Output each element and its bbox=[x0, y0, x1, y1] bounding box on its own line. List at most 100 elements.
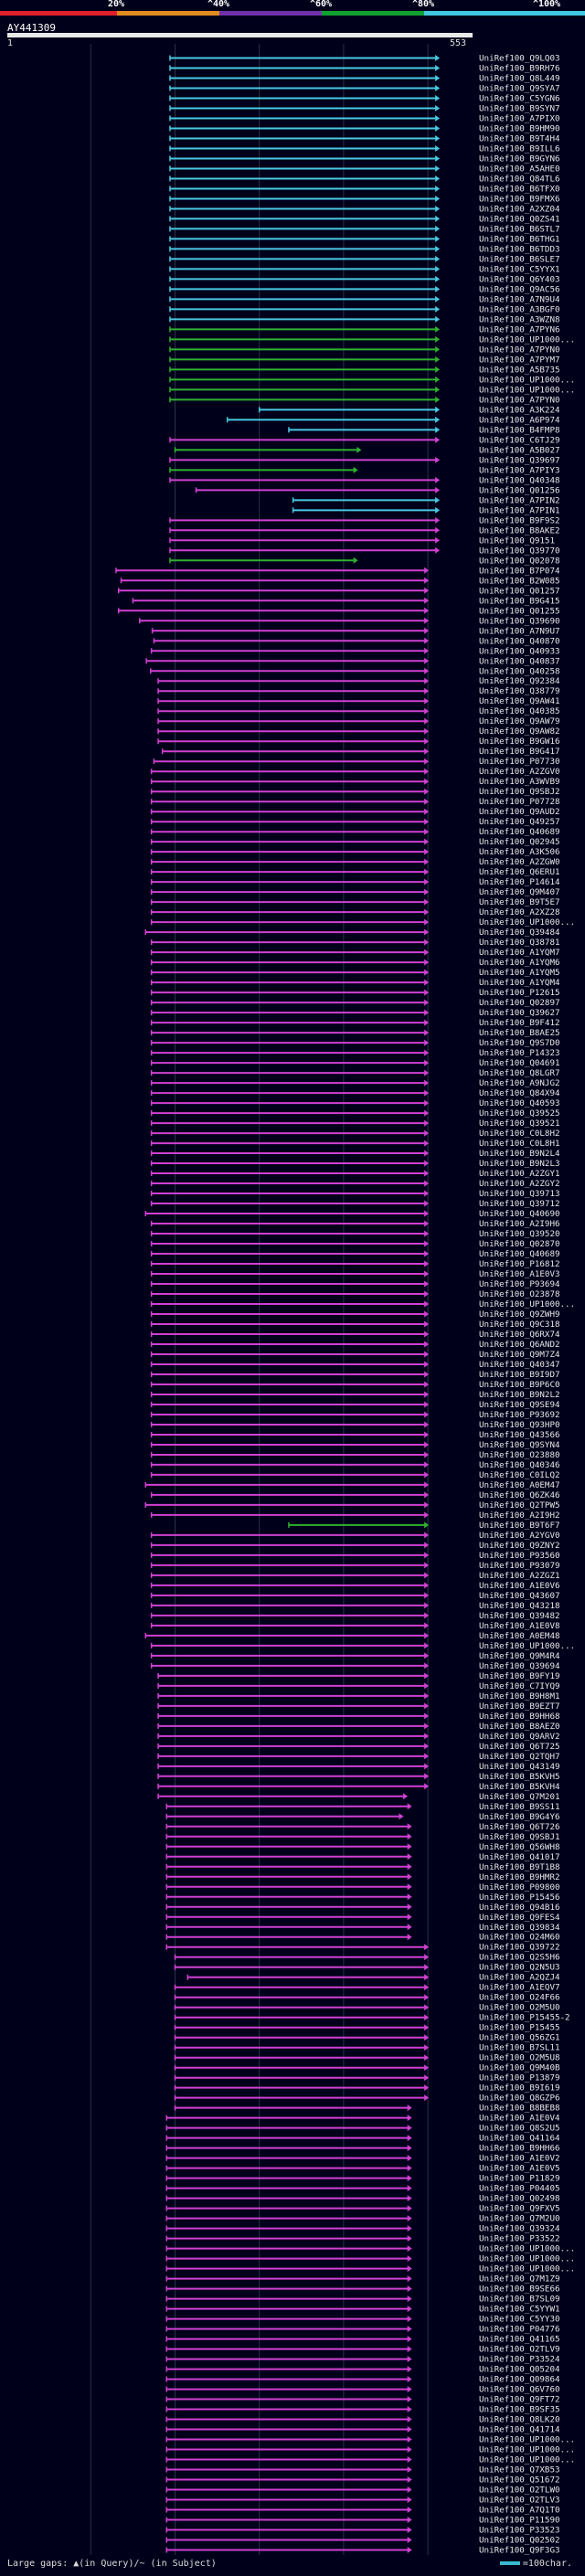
hit-row[interactable]: UniRef100_UP1000... bbox=[165, 2435, 575, 2445]
hit-row[interactable]: UniRef100_B9P6C0 bbox=[150, 1380, 560, 1390]
hit-row[interactable]: UniRef100_B6TDD3 bbox=[169, 244, 560, 254]
hit-row[interactable]: UniRef100_B7P074 bbox=[115, 566, 560, 576]
hit-row[interactable]: UniRef100_Q40347 bbox=[150, 1360, 560, 1370]
hit-label[interactable]: UniRef100_Q39324 bbox=[479, 2224, 560, 2234]
hit-row[interactable]: UniRef100_Q8S2U5 bbox=[165, 2124, 560, 2134]
hit-row[interactable]: UniRef100_C0L8H2 bbox=[150, 1129, 560, 1139]
hit-label[interactable]: UniRef100_UP1000... bbox=[479, 1299, 575, 1309]
hit-row[interactable]: UniRef100_Q7M201 bbox=[157, 1792, 560, 1802]
hit-label[interactable]: UniRef100_P13879 bbox=[479, 2073, 560, 2083]
hit-row[interactable]: UniRef100_A2ZGY1 bbox=[150, 1169, 560, 1179]
hit-row[interactable]: UniRef100_P93079 bbox=[150, 1561, 560, 1571]
hit-row[interactable]: UniRef100_B9T4H4 bbox=[169, 133, 560, 143]
hit-label[interactable]: UniRef100_Q84X94 bbox=[479, 1088, 560, 1098]
hit-label[interactable]: UniRef100_A7PYN0 bbox=[479, 395, 560, 405]
hit-label[interactable]: UniRef100_A2ZGY2 bbox=[479, 1179, 560, 1189]
hit-row[interactable]: UniRef100_Q8L449 bbox=[169, 73, 560, 83]
hit-label[interactable]: UniRef100_B6TFX0 bbox=[479, 184, 560, 194]
hit-label[interactable]: UniRef100_A7N9U4 bbox=[479, 294, 560, 304]
hit-row[interactable]: UniRef100_A3K506 bbox=[150, 847, 560, 857]
hit-label[interactable]: UniRef100_Q9ARV2 bbox=[479, 1732, 560, 1742]
hit-row[interactable]: UniRef100_Q9SYN4 bbox=[150, 1440, 560, 1450]
hit-label[interactable]: UniRef100_Q84TL6 bbox=[479, 174, 560, 184]
hit-label[interactable]: UniRef100_P04405 bbox=[479, 2184, 560, 2194]
hit-row[interactable]: UniRef100_B9H8M1 bbox=[157, 1691, 560, 1701]
hit-label[interactable]: UniRef100_P12615 bbox=[479, 988, 560, 998]
hit-label[interactable]: UniRef100_Q6AND2 bbox=[479, 1340, 560, 1350]
hit-row[interactable]: UniRef100_B9HH66 bbox=[165, 2144, 560, 2154]
hit-label[interactable]: UniRef100_Q2N5U3 bbox=[479, 1963, 560, 1973]
hit-label[interactable]: UniRef100_Q9FES4 bbox=[479, 1913, 560, 1923]
hit-row[interactable]: UniRef100_UP1000... bbox=[150, 1641, 575, 1651]
hit-label[interactable]: UniRef100_B9F412 bbox=[479, 1018, 560, 1028]
hit-label[interactable]: UniRef100_Q41165 bbox=[479, 2335, 560, 2345]
hit-label[interactable]: UniRef100_Q9AW82 bbox=[479, 726, 560, 737]
hit-label[interactable]: UniRef100_B9SS11 bbox=[479, 1802, 560, 1812]
hit-row[interactable]: UniRef100_O23880 bbox=[150, 1450, 560, 1460]
hit-row[interactable]: UniRef100_P33522 bbox=[165, 2234, 560, 2244]
hit-row[interactable]: UniRef100_UP1000... bbox=[165, 2244, 575, 2254]
hit-row[interactable]: UniRef100_Q9ARV2 bbox=[157, 1732, 560, 1742]
hit-row[interactable]: UniRef100_A1E0V2 bbox=[165, 2154, 560, 2164]
hit-label[interactable]: UniRef100_A2YGV0 bbox=[479, 1531, 560, 1541]
hit-row[interactable]: UniRef100_A3WZN8 bbox=[169, 314, 560, 324]
hit-row[interactable]: UniRef100_Q9SE94 bbox=[150, 1400, 560, 1410]
hit-row[interactable]: UniRef100_O2TLV9 bbox=[165, 2345, 560, 2355]
hit-row[interactable]: UniRef100_UP1000... bbox=[165, 2254, 575, 2264]
hit-label[interactable]: UniRef100_B9T6F7 bbox=[479, 1521, 560, 1531]
hit-label[interactable]: UniRef100_C0ILQ2 bbox=[479, 1470, 560, 1480]
hit-row[interactable]: UniRef100_B9HMR2 bbox=[165, 1872, 560, 1882]
hit-label[interactable]: UniRef100_P93692 bbox=[479, 1410, 560, 1420]
hit-label[interactable]: UniRef100_A3WVB9 bbox=[479, 777, 560, 787]
hit-row[interactable]: UniRef100_Q40933 bbox=[150, 646, 560, 656]
hit-row[interactable]: UniRef100_Q39690 bbox=[139, 616, 560, 626]
hit-row[interactable]: UniRef100_Q9LQ03 bbox=[169, 53, 560, 63]
hit-label[interactable]: UniRef100_Q8GZP6 bbox=[479, 2094, 560, 2104]
hit-row[interactable]: UniRef100_Q40689 bbox=[150, 827, 560, 837]
hit-label[interactable]: UniRef100_C5YYW1 bbox=[479, 2305, 560, 2315]
hit-label[interactable]: UniRef100_UP1000... bbox=[479, 2445, 575, 2455]
hit-row[interactable]: UniRef100_A7PYN6 bbox=[169, 324, 560, 334]
hit-label[interactable]: UniRef100_A2I9H6 bbox=[479, 1219, 560, 1229]
hit-row[interactable]: UniRef100_P16812 bbox=[150, 1259, 560, 1269]
hit-label[interactable]: UniRef100_Q9ZNY2 bbox=[479, 1541, 560, 1551]
hit-row[interactable]: UniRef100_Q39484 bbox=[144, 928, 560, 938]
hit-label[interactable]: UniRef100_P16812 bbox=[479, 1259, 560, 1269]
hit-row[interactable]: UniRef100_B9T6F7 bbox=[288, 1521, 560, 1531]
hit-row[interactable]: UniRef100_Q01256 bbox=[195, 485, 560, 495]
hit-label[interactable]: UniRef100_Q39770 bbox=[479, 546, 560, 556]
hit-row[interactable]: UniRef100_Q02945 bbox=[150, 837, 560, 847]
hit-row[interactable]: UniRef100_Q6Y403 bbox=[169, 274, 560, 284]
hit-row[interactable]: UniRef100_Q40348 bbox=[169, 475, 560, 485]
hit-label[interactable]: UniRef100_P33523 bbox=[479, 2526, 560, 2536]
hit-row[interactable]: UniRef100_C6TJ29 bbox=[169, 435, 560, 445]
hit-row[interactable]: UniRef100_B6SLE7 bbox=[169, 254, 560, 264]
hit-label[interactable]: UniRef100_B9EZT7 bbox=[479, 1701, 560, 1712]
hit-row[interactable]: UniRef100_Q49257 bbox=[150, 817, 560, 827]
hit-label[interactable]: UniRef100_Q2S5H6 bbox=[479, 1953, 560, 1963]
hit-label[interactable]: UniRef100_Q9M4R4 bbox=[479, 1651, 560, 1661]
hit-row[interactable]: UniRef100_A7PYN0 bbox=[169, 395, 560, 405]
hit-label[interactable]: UniRef100_UP1000... bbox=[479, 2455, 575, 2465]
hit-row[interactable]: UniRef100_B9N2L2 bbox=[150, 1390, 560, 1400]
hit-row[interactable]: UniRef100_A7PIX0 bbox=[169, 113, 560, 123]
hit-label[interactable]: UniRef100_Q56WH8 bbox=[479, 1842, 560, 1852]
hit-label[interactable]: UniRef100_Q43607 bbox=[479, 1591, 560, 1601]
hit-row[interactable]: UniRef100_A7N9U7 bbox=[151, 626, 560, 636]
hit-row[interactable]: UniRef100_A1YQM4 bbox=[150, 978, 560, 988]
hit-label[interactable]: UniRef100_Q02498 bbox=[479, 2194, 560, 2204]
hit-label[interactable]: UniRef100_UP1000... bbox=[479, 385, 575, 395]
hit-label[interactable]: UniRef100_Q41017 bbox=[479, 1852, 560, 1862]
hit-row[interactable]: UniRef100_Q39694 bbox=[150, 1661, 560, 1671]
hit-label[interactable]: UniRef100_A1E0V6 bbox=[479, 1581, 560, 1591]
hit-row[interactable]: UniRef100_B5KVH4 bbox=[157, 1782, 560, 1792]
hit-row[interactable]: UniRef100_Q02897 bbox=[150, 998, 560, 1008]
hit-label[interactable]: UniRef100_Q39484 bbox=[479, 928, 560, 938]
hit-row[interactable]: UniRef100_A1YQM5 bbox=[150, 968, 560, 978]
hit-row[interactable]: UniRef100_B9N2L3 bbox=[150, 1159, 560, 1169]
hit-row[interactable]: UniRef100_Q51672 bbox=[165, 2475, 560, 2486]
hit-label[interactable]: UniRef100_B9SE66 bbox=[479, 2284, 560, 2295]
hit-label[interactable]: UniRef100_Q40837 bbox=[479, 656, 560, 666]
hit-row[interactable]: UniRef100_Q05204 bbox=[165, 2365, 560, 2375]
hit-row[interactable]: UniRef100_B7SL11 bbox=[174, 2043, 560, 2053]
